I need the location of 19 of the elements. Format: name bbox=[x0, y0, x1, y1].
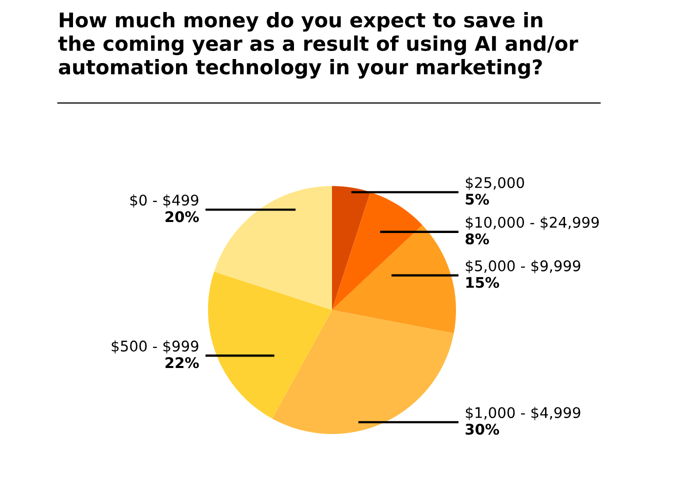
pie-slice bbox=[214, 186, 332, 310]
pie-slice bbox=[208, 272, 332, 419]
slice-label: $1,000 - $4,999 bbox=[466, 406, 580, 420]
data-label: 22% bbox=[166, 357, 199, 368]
data-label: 8% bbox=[466, 233, 489, 244]
pie-slice bbox=[332, 186, 370, 310]
pie-slice bbox=[272, 310, 454, 434]
data-label: 30% bbox=[466, 424, 500, 435]
slice-label: $10,000 - $24,999 bbox=[466, 216, 599, 230]
data-label: 20% bbox=[166, 211, 199, 222]
pie-slice bbox=[332, 192, 422, 310]
slice-label: $0 - $499 bbox=[130, 194, 198, 208]
slice-label: $25,000 bbox=[466, 176, 524, 190]
slice-label: $500 - $999 bbox=[112, 340, 198, 354]
slice-label: $5,000 - $9,999 bbox=[466, 260, 580, 274]
data-label: 15% bbox=[466, 276, 500, 288]
data-label: 5% bbox=[466, 194, 489, 205]
pie-slice bbox=[332, 225, 456, 334]
chart-title: How much money do you expect to save in the coming year as a result of using AI and/or automation technology in your marketing? bbox=[58, 12, 578, 79]
